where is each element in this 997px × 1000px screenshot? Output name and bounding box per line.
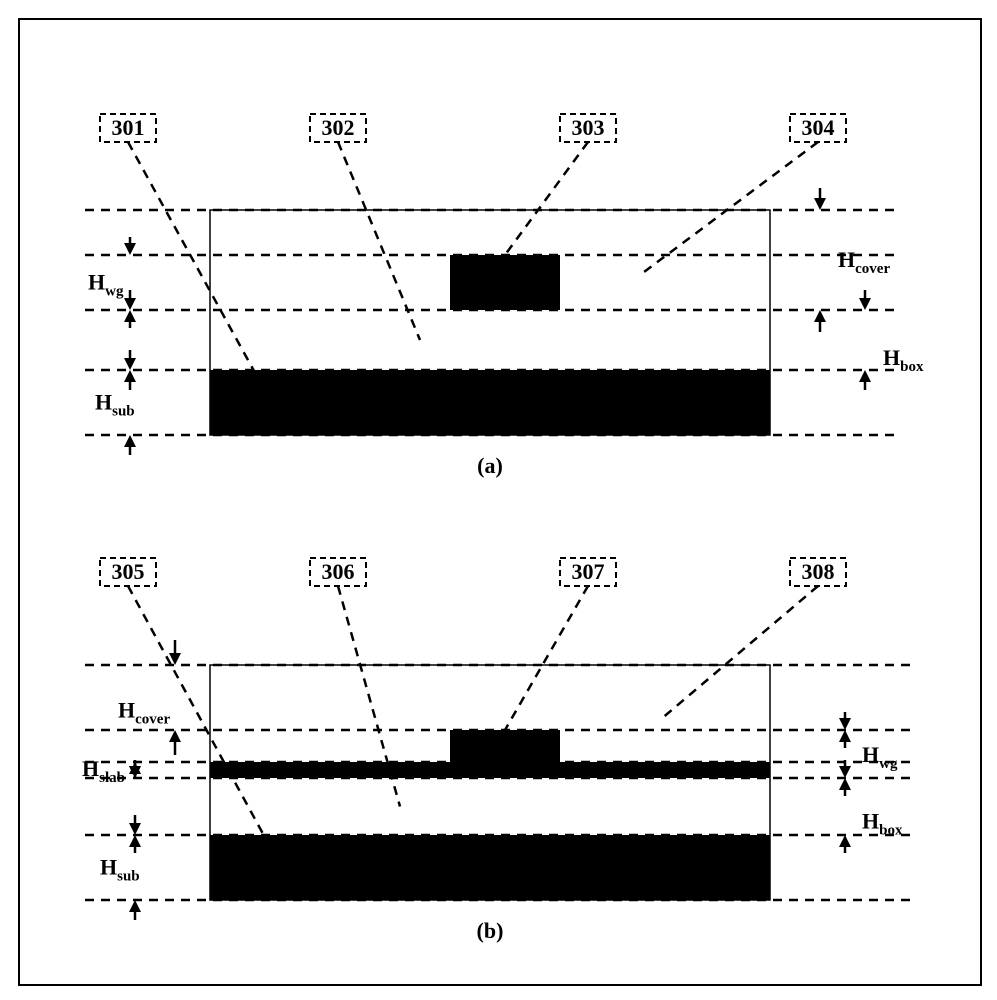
svg-text:(a): (a)	[477, 453, 503, 478]
page: 301 302 303 304 Hwg Hsub Hcover Hbox (a) 305 306 30…	[0, 0, 997, 1000]
svg-text:Hbox: Hbox	[862, 809, 903, 839]
svg-text:Hslab: Hslab	[82, 756, 125, 786]
svg-text:Hcover: Hcover	[838, 247, 890, 277]
svg-text:303: 303	[572, 115, 605, 140]
svg-text:301: 301	[112, 115, 145, 140]
svg-text:302: 302	[322, 115, 355, 140]
svg-text:304: 304	[802, 115, 835, 140]
svg-text:Hcover: Hcover	[118, 698, 170, 728]
svg-text:308: 308	[802, 559, 835, 584]
svg-text:(b): (b)	[477, 918, 504, 943]
svg-text:Hsub: Hsub	[100, 855, 140, 885]
svg-text:Hwg: Hwg	[88, 270, 124, 300]
svg-text:307: 307	[572, 559, 605, 584]
svg-text:305: 305	[112, 559, 145, 584]
svg-text:306: 306	[322, 559, 355, 584]
svg-text:Hwg: Hwg	[862, 742, 898, 772]
svg-text:Hsub: Hsub	[95, 390, 135, 420]
diagram-svg: 301 302 303 304 Hwg Hsub Hcover Hbox (a) 305 306 30…	[0, 0, 997, 1000]
